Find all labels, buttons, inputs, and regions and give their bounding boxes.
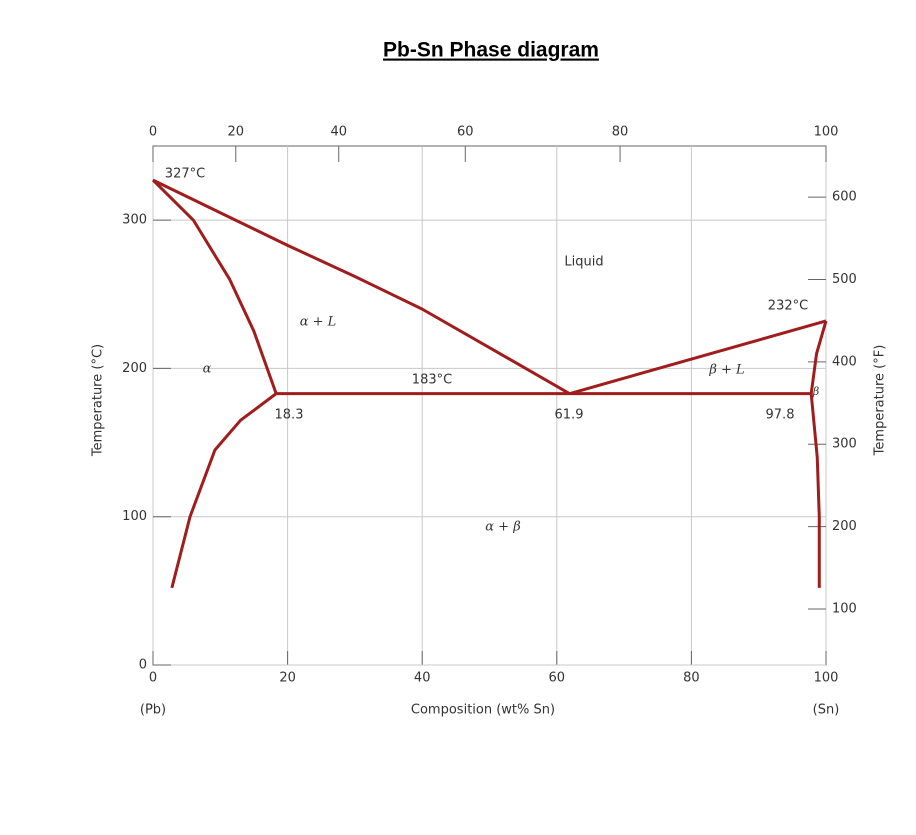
- y2-tick-label: 300: [832, 437, 857, 452]
- phase-label: α: [203, 362, 212, 377]
- phase-label: β + L: [708, 363, 744, 378]
- x-axis-label: Composition (wt% Sn): [411, 703, 555, 718]
- x2-tick-label: 20: [228, 125, 245, 140]
- x2-tick-label: 0: [149, 125, 157, 140]
- phase-label: α + L: [300, 315, 337, 330]
- x-tick-label: 20: [279, 671, 296, 686]
- x-tick-label: 100: [814, 671, 839, 686]
- y2-tick-label: 100: [832, 601, 857, 616]
- phase-boundary: [809, 320, 828, 394]
- phase-label: α + β: [485, 520, 520, 535]
- phase-boundary: [152, 178, 571, 395]
- x2-tick-label: 60: [457, 125, 474, 140]
- annotation: 18.3: [275, 408, 304, 423]
- y2-axis-label: Temperature (°F): [873, 345, 888, 457]
- phase-boundary: [170, 392, 278, 589]
- chart-title: Pb-Sn Phase diagram: [383, 39, 599, 62]
- y-tick-label: 0: [139, 658, 147, 673]
- x2-tick-label: 80: [612, 125, 629, 140]
- y2-tick-label: 500: [832, 272, 857, 287]
- x-tick-label: 40: [414, 671, 431, 686]
- annotation: 61.9: [555, 408, 584, 423]
- x-tick-label: 80: [683, 671, 700, 686]
- phase-boundary: [569, 319, 827, 396]
- phase-boundary: [809, 393, 821, 588]
- x-tick-label: 60: [549, 671, 566, 686]
- y-tick-label: 200: [122, 361, 147, 376]
- plot-frame: [152, 145, 827, 666]
- annotation: (Pb): [140, 703, 166, 718]
- annotation: (Sn): [813, 703, 840, 718]
- phase-boundary: [151, 179, 278, 395]
- y2-tick-label: 400: [832, 354, 857, 369]
- y2-tick-label: 200: [832, 519, 857, 534]
- x-tick-label: 0: [149, 671, 157, 686]
- annotation: Liquid: [564, 255, 603, 270]
- annotation: 97.8: [766, 408, 795, 423]
- y-axis-label: Temperature (°C): [91, 344, 106, 457]
- annotation: 327°C: [165, 167, 205, 182]
- y-tick-label: 300: [122, 213, 147, 228]
- phase-label: β: [812, 385, 819, 398]
- x2-tick-label: 40: [330, 125, 347, 140]
- annotation: 183°C: [412, 373, 452, 388]
- x2-tick-label: 100: [814, 125, 839, 140]
- y2-tick-label: 600: [832, 190, 857, 205]
- annotation: 232°C: [768, 299, 808, 314]
- y-tick-label: 100: [122, 509, 147, 524]
